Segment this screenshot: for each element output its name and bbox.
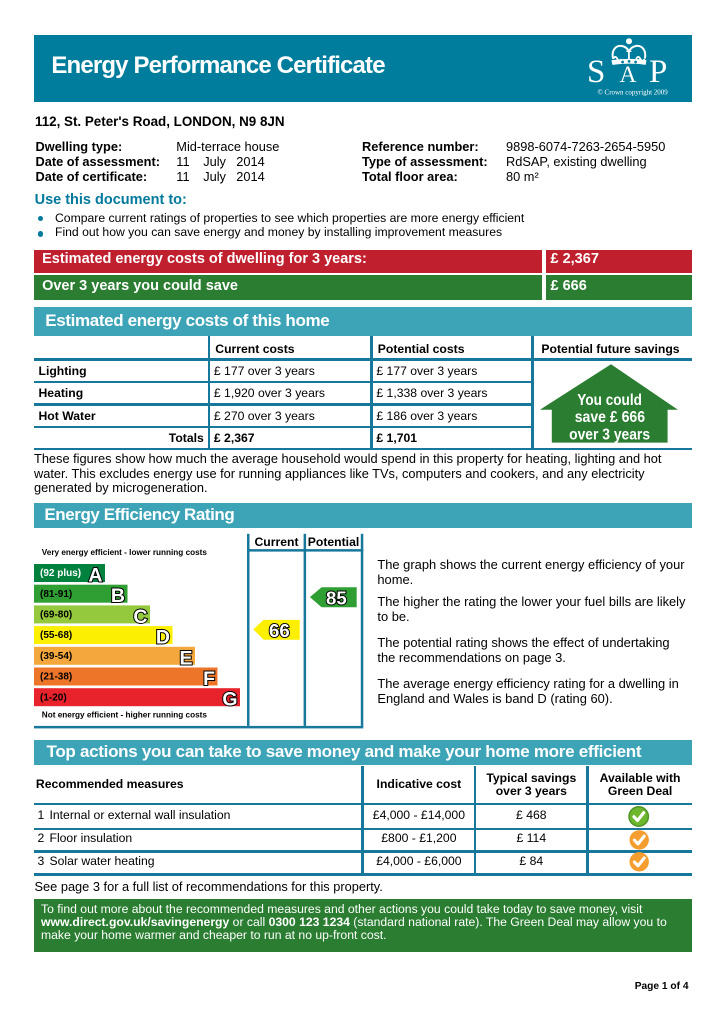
svg-text:© Crown copyright 2009: © Crown copyright 2009 xyxy=(598,88,669,96)
svg-text:E: E xyxy=(179,647,192,669)
svg-text:(69-80): (69-80) xyxy=(40,610,72,621)
svg-text:C: C xyxy=(133,606,147,628)
svg-text:85: 85 xyxy=(326,588,347,609)
svg-text:F: F xyxy=(203,668,215,690)
svg-text:Very energy efficient - lower: Very energy efficient - lower running co… xyxy=(42,548,208,557)
svg-text:You could: You could xyxy=(577,392,642,409)
svg-text:D: D xyxy=(156,627,170,649)
svg-text:(21-38): (21-38) xyxy=(40,672,72,683)
svg-text:Not energy efficient - higher: Not energy efficient - higher running co… xyxy=(42,710,208,719)
svg-text:S: S xyxy=(587,54,605,90)
svg-text:save £ 666: save £ 666 xyxy=(575,409,645,426)
svg-text:(1-20): (1-20) xyxy=(40,692,67,703)
svg-text:Current: Current xyxy=(254,535,298,549)
svg-text:over 3 years: over 3 years xyxy=(569,426,650,443)
svg-text:G: G xyxy=(222,689,237,711)
svg-text:(92 plus): (92 plus) xyxy=(40,568,81,579)
svg-text:A: A xyxy=(620,62,637,88)
svg-text:66: 66 xyxy=(269,620,290,641)
svg-text:(81-91): (81-91) xyxy=(40,589,72,600)
svg-text:(55-68): (55-68) xyxy=(40,630,72,641)
svg-text:Potential: Potential xyxy=(308,535,359,549)
svg-text:(39-54): (39-54) xyxy=(40,651,72,662)
svg-text:A: A xyxy=(88,565,102,587)
svg-text:P: P xyxy=(649,54,667,90)
svg-text:B: B xyxy=(111,585,125,607)
